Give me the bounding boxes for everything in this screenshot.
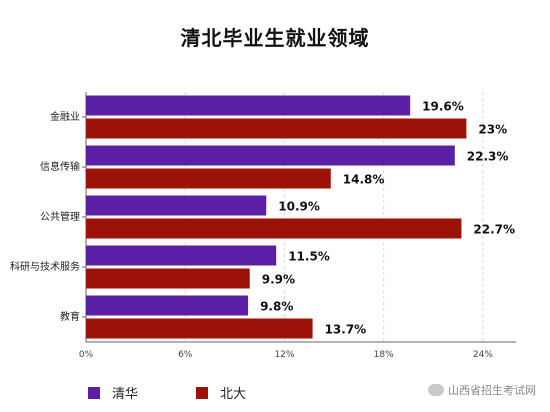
- legend-swatch-qinghua: [88, 386, 100, 399]
- bar-qinghua: [86, 245, 277, 266]
- x-tick-label: 24%: [473, 350, 493, 360]
- category-label: 科研与技术服务: [10, 260, 80, 273]
- data-label: 23%: [478, 123, 507, 137]
- watermark: 山西省招生考试网: [428, 382, 536, 398]
- x-tick-label: 0%: [79, 350, 94, 360]
- legend-item-qinghua: 清华: [88, 383, 138, 402]
- watermark-text: 山西省招生考试网: [448, 384, 536, 397]
- legend: 清华 北大: [88, 383, 304, 402]
- legend-swatch-beida: [196, 386, 209, 399]
- bar-beida: [86, 268, 250, 289]
- bar-qinghua: [86, 95, 411, 116]
- x-tick-label: 18%: [374, 350, 394, 360]
- x-tick-label: 12%: [274, 350, 294, 360]
- data-label: 10.9%: [278, 200, 320, 214]
- bar-qinghua: [86, 145, 455, 166]
- category-label: 公共管理: [40, 210, 80, 223]
- category-label: 教育: [60, 310, 80, 323]
- data-label: 13.7%: [325, 323, 367, 337]
- legend-item-beida: 北大: [196, 383, 246, 402]
- data-label: 11.5%: [288, 250, 330, 264]
- legend-label-qinghua: 清华: [112, 387, 139, 402]
- data-label: 9.9%: [262, 273, 295, 287]
- data-label: 22.3%: [467, 150, 509, 164]
- legend-label-beida: 北大: [220, 387, 247, 402]
- wechat-icon: [428, 384, 444, 396]
- data-label: 9.8%: [260, 300, 293, 314]
- bar-beida: [86, 218, 462, 239]
- bar-beida: [86, 168, 331, 189]
- category-label: 信息传输: [40, 160, 80, 173]
- data-label: 14.8%: [343, 173, 385, 187]
- bar-qinghua: [86, 295, 249, 316]
- data-label: 19.6%: [422, 100, 464, 114]
- bar-beida: [86, 118, 467, 139]
- x-tick-label: 6%: [178, 350, 193, 360]
- category-label: 金融业: [50, 110, 80, 123]
- data-label: 22.7%: [473, 223, 515, 237]
- chart-title: 清北毕业生就业领域: [180, 26, 370, 50]
- bar-beida: [86, 318, 313, 339]
- bar-qinghua: [86, 195, 267, 216]
